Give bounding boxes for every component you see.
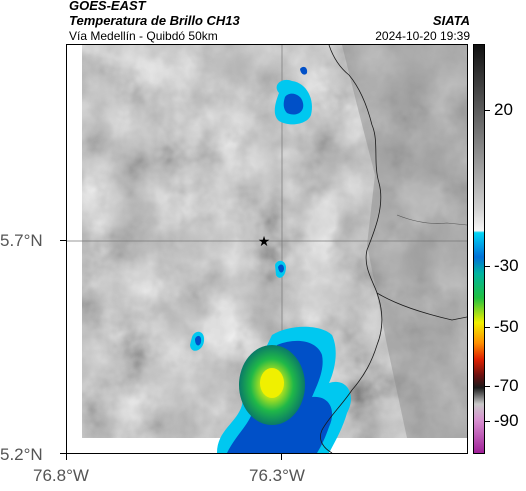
colorbar-label-20: 20 [494,100,513,119]
lon-tick-76.8W: 76.8°W [33,466,89,485]
land-region-east [342,45,467,438]
datetime-label: 2024-10-20 19:39 [375,29,470,43]
colorbar-label-minus70: -70 [494,376,519,395]
satellite-title: GOES-EAST [69,0,146,13]
temperature-colorbar [473,44,485,454]
star-icon[interactable]: ★ [258,234,271,250]
product-title: Temperatura de Brillo CH13 [69,13,240,28]
boundary-line [320,44,383,454]
lon-tick-76.3W: 76.3°W [249,466,305,485]
agency-label: SIATA [432,13,470,28]
satellite-map[interactable]: ★ [66,44,468,454]
lat-tick-5.7N: 5.7°N [0,231,43,250]
brightness-temperature-field: ★ [67,44,468,454]
colorbar-label-minus90: -90 [494,411,519,430]
route-subtitle: Vía Medellín - Quibdó 50km [69,29,218,43]
colorbar-label-minus30: -30 [494,256,519,275]
lat-tick-5.2N: 5.2°N [0,445,43,464]
colorbar-label-minus50: -50 [494,317,519,336]
